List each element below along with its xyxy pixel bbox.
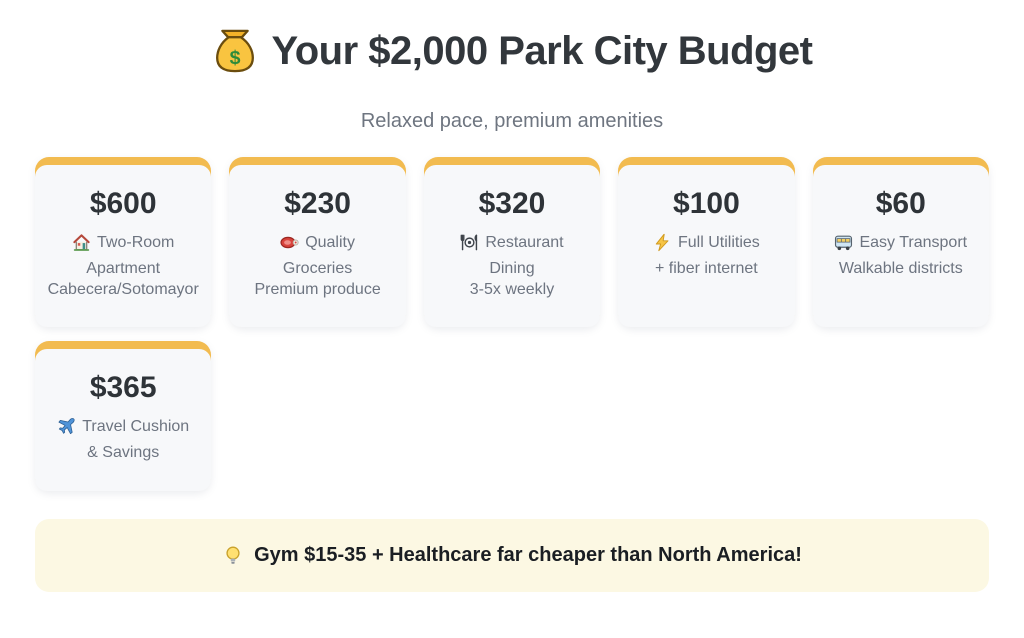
groceries-label-line-2: Groceries xyxy=(282,260,353,278)
budget-page: $ Your $2,000 Park City Budget Relaxed p… xyxy=(35,28,989,592)
transport-amount: $60 xyxy=(875,187,926,220)
page-title: Your $2,000 Park City Budget xyxy=(271,28,814,73)
meat-icon xyxy=(280,233,299,252)
page-header: $ Your $2,000 Park City Budget xyxy=(35,28,989,74)
savings-label-line-1: Travel Cushion xyxy=(82,418,190,435)
utilities-amount: $100 xyxy=(673,187,740,220)
card-body: $365 Travel Cushion & Savings xyxy=(35,349,212,491)
budget-card-dining: $320 Resta xyxy=(423,157,601,327)
budget-card-utilities: $100 Full Utilities + fiber internet xyxy=(618,157,795,327)
budget-cards-grid: $600 Two-Room xyxy=(35,157,989,491)
budget-card-savings: $365 Travel Cushion & Savings xyxy=(35,341,212,491)
card-body: $320 Resta xyxy=(423,165,601,327)
tip-banner-text: Gym $15-35 + Healthcare far cheaper than… xyxy=(254,544,802,566)
dining-label: Restaurant Dining 3-5x weekly xyxy=(430,232,594,300)
transport-label: Easy Transport Walkable districts xyxy=(819,232,983,279)
transport-label-line-1: Easy Transport xyxy=(859,234,968,251)
housing-label: Two-Room Apartment Cabecera/Sotomayor xyxy=(41,232,205,300)
money-bag-icon: $ xyxy=(212,28,258,74)
budget-card-groceries: $230 Quality Groceries xyxy=(229,157,406,327)
card-body: $60 Easy T xyxy=(812,165,989,327)
savings-amount: $365 xyxy=(89,371,157,404)
dining-label-line-1: Restaurant xyxy=(485,234,564,251)
page-subtitle: Relaxed pace, premium amenities xyxy=(360,110,664,132)
lightning-icon xyxy=(653,233,672,252)
bus-icon xyxy=(834,233,853,252)
card-body: $230 Quality Groceries xyxy=(229,165,406,327)
housing-amount: $600 xyxy=(89,187,157,220)
housing-label-line-1: Two-Room xyxy=(97,234,175,251)
utilities-label-line-1: Full Utilities xyxy=(677,234,760,251)
groceries-label-line-1: Quality xyxy=(305,234,355,251)
savings-label: Travel Cushion & Savings xyxy=(41,416,205,463)
housing-label-line-3: Cabecera/Sotomayor xyxy=(47,281,199,299)
utilities-label-line-2: + fiber internet xyxy=(655,260,758,278)
groceries-label-line-3: Premium produce xyxy=(254,281,381,299)
house-icon xyxy=(72,233,91,252)
utilities-label: Full Utilities + fiber internet xyxy=(624,232,788,279)
tip-banner: Gym $15-35 + Healthcare far cheaper than… xyxy=(35,519,989,592)
budget-card-housing: $600 Two-Room xyxy=(35,157,212,327)
transport-label-line-2: Walkable districts xyxy=(838,260,963,278)
dining-label-line-2: Dining xyxy=(489,260,535,278)
airplane-icon xyxy=(57,417,76,436)
card-body: $100 Full Utilities + fiber internet xyxy=(618,165,795,327)
card-body: $600 Two-Room xyxy=(35,165,212,327)
groceries-amount: $230 xyxy=(284,187,351,220)
housing-label-line-2: Apartment xyxy=(86,260,161,278)
dining-icon xyxy=(460,233,479,252)
groceries-label: Quality Groceries Premium produce xyxy=(235,232,399,300)
budget-card-transport: $60 Easy T xyxy=(812,157,989,327)
savings-label-line-2: & Savings xyxy=(87,444,160,462)
light-bulb-icon xyxy=(222,545,244,567)
dining-label-line-3: 3-5x weekly xyxy=(469,281,555,299)
svg-text:$: $ xyxy=(229,47,240,69)
dining-amount: $320 xyxy=(478,187,546,220)
